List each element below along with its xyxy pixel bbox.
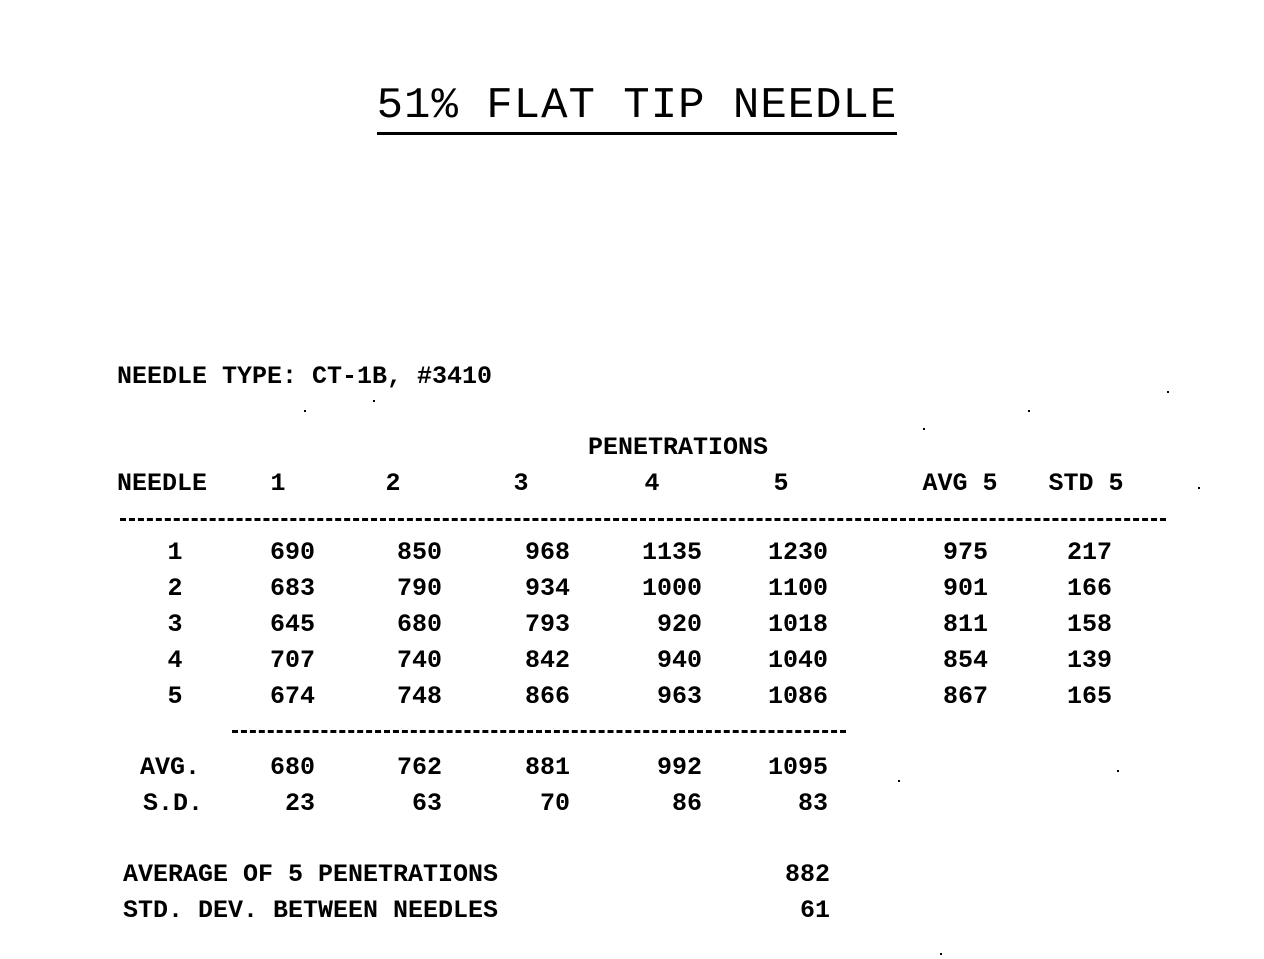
avg-cell: 680	[195, 753, 315, 783]
table-cell: 940	[582, 646, 702, 676]
table-cell: 1086	[708, 682, 828, 712]
table-cell: 740	[322, 646, 442, 676]
speck	[1117, 770, 1119, 772]
avg-cell: 992	[582, 753, 702, 783]
column-header-needle: NEEDLE	[117, 469, 207, 499]
table-cell: 790	[322, 574, 442, 604]
table-cell: 645	[195, 610, 315, 640]
column-header: 1	[218, 469, 338, 499]
summary-value: 882	[710, 860, 830, 890]
sd-cell: 86	[582, 789, 702, 819]
column-header: 4	[592, 469, 712, 499]
table-cell: 1100	[708, 574, 828, 604]
speck	[373, 400, 375, 402]
column-header: STD 5	[1026, 469, 1146, 499]
needle-type-label: NEEDLE TYPE: CT-1B, #3410	[117, 362, 492, 392]
summary-label: AVERAGE OF 5 PENETRATIONS	[123, 860, 498, 890]
table-cell: 1135	[582, 538, 702, 568]
table-cell: 842	[450, 646, 570, 676]
table-cell: 968	[450, 538, 570, 568]
avg-cell: 762	[322, 753, 442, 783]
row-needle-number: 1	[155, 538, 195, 568]
table-cell: 707	[195, 646, 315, 676]
row-needle-number: 4	[155, 646, 195, 676]
table-cell: 854	[868, 646, 988, 676]
table-cell: 1000	[582, 574, 702, 604]
sd-cell: 70	[450, 789, 570, 819]
column-header: 5	[721, 469, 841, 499]
summary-divider	[232, 730, 846, 733]
speck	[304, 410, 306, 412]
table-cell: 850	[322, 538, 442, 568]
row-needle-number: 5	[155, 682, 195, 712]
table-cell: 139	[992, 646, 1112, 676]
table-cell: 683	[195, 574, 315, 604]
table-cell: 1040	[708, 646, 828, 676]
table-cell: 793	[450, 610, 570, 640]
table-cell: 165	[992, 682, 1112, 712]
row-needle-number: 3	[155, 610, 195, 640]
speck	[923, 428, 925, 430]
column-header: 3	[461, 469, 581, 499]
table-cell: 166	[992, 574, 1112, 604]
penetrations-header: PENETRATIONS	[588, 433, 768, 463]
sd-row-label: S.D.	[143, 789, 203, 819]
speck	[940, 953, 942, 955]
table-cell: 867	[868, 682, 988, 712]
table-cell: 866	[450, 682, 570, 712]
header-divider	[120, 518, 1166, 521]
speck	[898, 780, 900, 782]
sd-cell: 63	[322, 789, 442, 819]
column-header: 2	[333, 469, 453, 499]
table-cell: 1230	[708, 538, 828, 568]
document-title: 51% FLAT TIP NEEDLE	[0, 80, 1264, 132]
speck	[1198, 487, 1200, 489]
table-cell: 158	[992, 610, 1112, 640]
table-cell: 674	[195, 682, 315, 712]
speck	[1028, 410, 1030, 412]
summary-label: STD. DEV. BETWEEN NEEDLES	[123, 896, 498, 926]
speck	[1167, 391, 1169, 393]
summary-value: 61	[710, 896, 830, 926]
table-cell: 811	[868, 610, 988, 640]
avg-cell: 1095	[708, 753, 828, 783]
table-cell: 1018	[708, 610, 828, 640]
table-cell: 901	[868, 574, 988, 604]
title-text: 51% FLAT TIP NEEDLE	[377, 81, 898, 135]
sd-cell: 83	[708, 789, 828, 819]
avg-row-label: AVG.	[140, 753, 200, 783]
table-cell: 975	[868, 538, 988, 568]
table-cell: 217	[992, 538, 1112, 568]
table-cell: 748	[322, 682, 442, 712]
table-cell: 680	[322, 610, 442, 640]
table-cell: 963	[582, 682, 702, 712]
table-cell: 920	[582, 610, 702, 640]
table-cell: 934	[450, 574, 570, 604]
table-cell: 690	[195, 538, 315, 568]
avg-cell: 881	[450, 753, 570, 783]
column-header: AVG 5	[900, 469, 1020, 499]
row-needle-number: 2	[155, 574, 195, 604]
sd-cell: 23	[195, 789, 315, 819]
